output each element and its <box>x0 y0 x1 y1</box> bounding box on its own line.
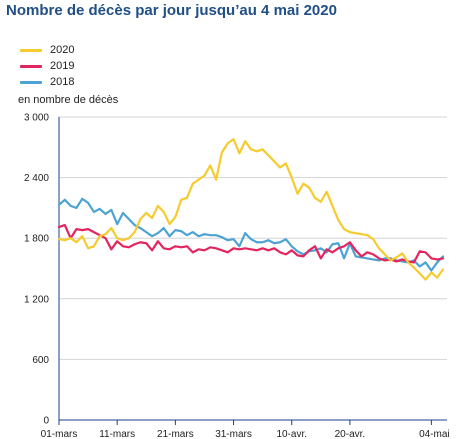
x-tick-label: 04-mai <box>419 429 450 439</box>
legend-swatch-2018 <box>20 80 42 84</box>
series-line-2019[interactable] <box>57 223 445 264</box>
x-tick-label: 31-mars <box>215 429 252 439</box>
y-axis-unit-label: en nombre de décès <box>18 94 119 106</box>
legend-label-2019: 2019 <box>50 60 75 72</box>
x-tick-label: 20-avr. <box>335 429 366 439</box>
y-tick-label: 600 <box>32 355 49 366</box>
legend-label-2018: 2018 <box>50 76 75 88</box>
legend-item-2020[interactable]: 2020 <box>20 42 74 58</box>
x-tick-label: 10-avr. <box>276 429 307 439</box>
y-tick-label: 1 800 <box>24 234 49 245</box>
series-line-2018[interactable] <box>57 197 445 272</box>
legend-swatch-2019 <box>20 64 42 68</box>
x-tick-label: 01-mars <box>41 429 78 439</box>
legend-swatch-2020 <box>20 48 42 52</box>
legend: 2020 2019 2018 <box>20 42 74 90</box>
x-tick-label: 21-mars <box>157 429 194 439</box>
legend-item-2018[interactable]: 2018 <box>20 74 74 90</box>
x-tick-label: 11-mars <box>99 429 135 439</box>
series-line-2020[interactable] <box>57 138 445 281</box>
chart-title: Nombre de décès par jour jusqu’au 4 mai … <box>6 2 337 19</box>
legend-label-2020: 2020 <box>50 44 75 56</box>
y-tick-label: 1 200 <box>24 294 49 305</box>
y-tick-label: 0 <box>43 416 49 427</box>
y-tick-label: 2 400 <box>24 173 49 184</box>
y-tick-label: 3 000 <box>24 113 49 124</box>
legend-item-2019[interactable]: 2019 <box>20 58 74 74</box>
